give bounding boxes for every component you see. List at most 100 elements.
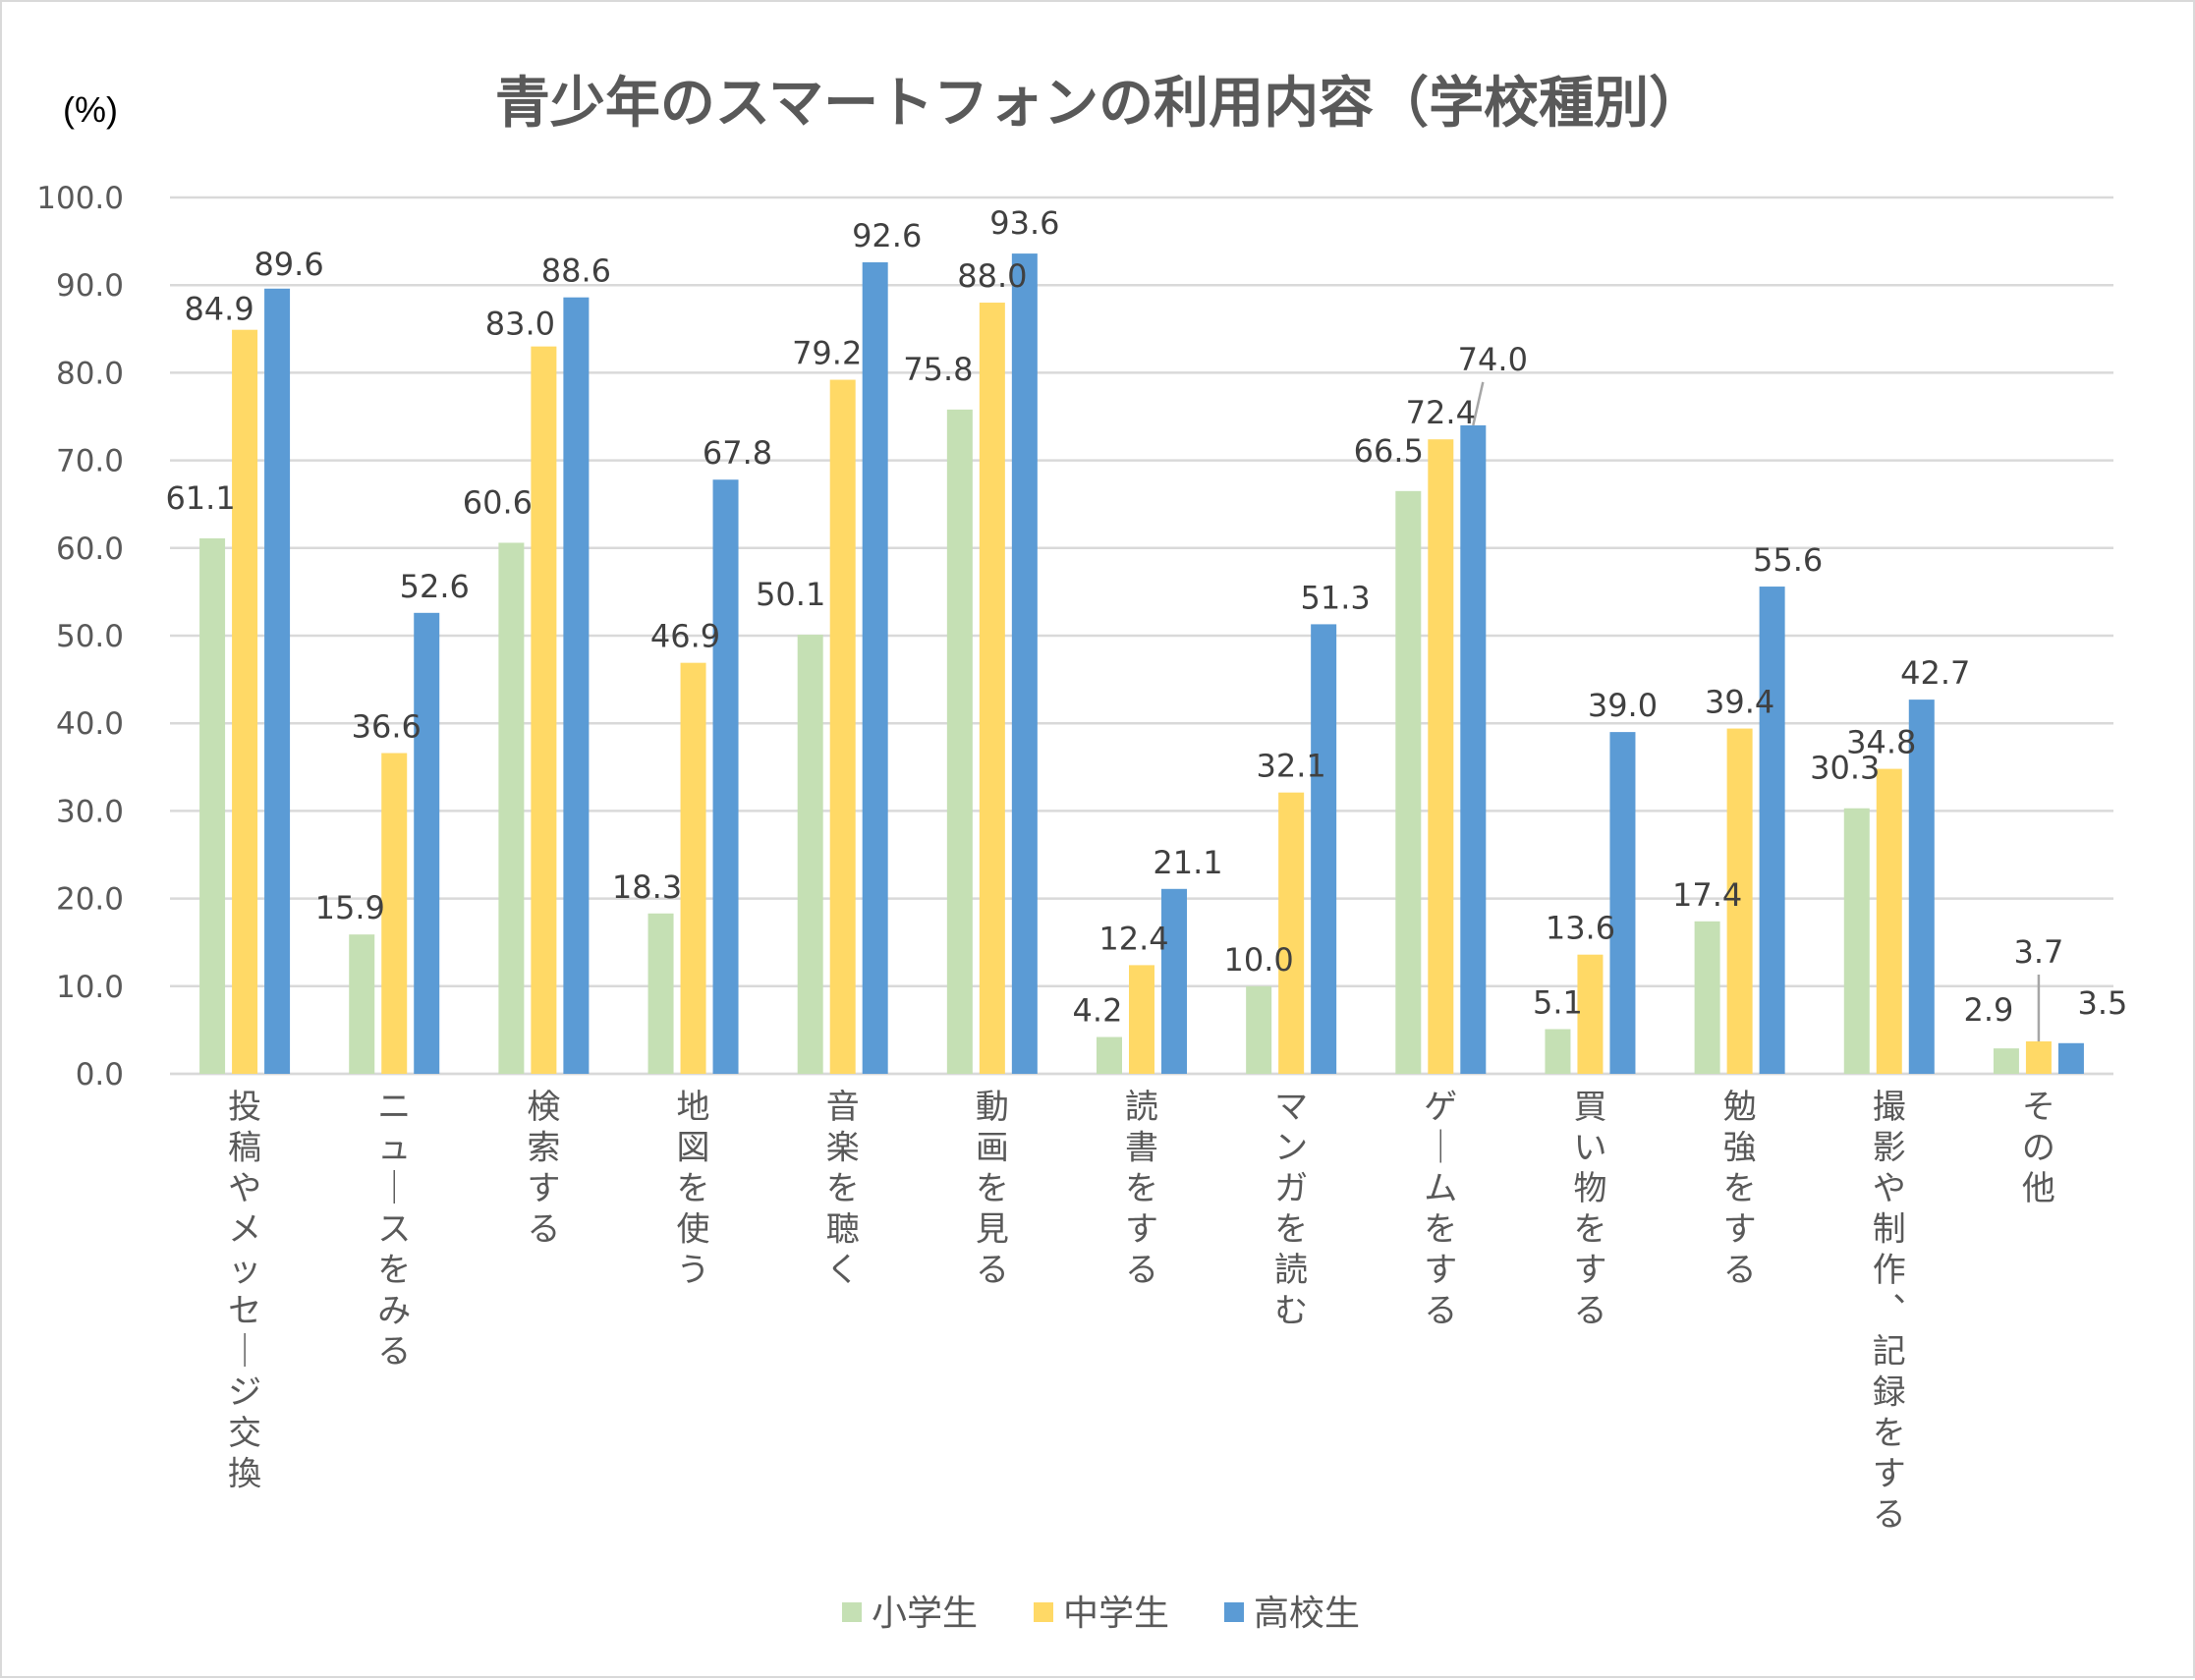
bar [1993, 1048, 2019, 1074]
y-axis-ticks: 0.0 10.0 20.0 30.0 40.0 50.0 60.0 70.0 80.0 90.0 1… [36, 181, 124, 1092]
chart-title: 青少年のスマートフォンの利用内容（学校種別） [495, 72, 1704, 136]
bar [232, 329, 258, 1074]
y-tick-label: 70.0 [56, 444, 124, 479]
data-label: 21.1 [1153, 844, 1222, 881]
bar [264, 288, 291, 1074]
data-label: 83.0 [485, 306, 555, 343]
data-label: 4.2 [1073, 992, 1123, 1030]
y-tick-label: 30.0 [56, 794, 124, 829]
data-label: 75.8 [903, 351, 973, 388]
bar [1011, 253, 1038, 1074]
data-label: 5.1 [1533, 984, 1583, 1022]
data-label: 15.9 [315, 889, 385, 926]
bar [979, 303, 1005, 1074]
category-label: 撮影や制作︑記録をする [1873, 1088, 1906, 1535]
y-tick-label: 90.0 [56, 268, 124, 304]
data-label: 89.6 [253, 246, 323, 283]
data-label: 3.5 [2077, 984, 2127, 1022]
data-label: 51.3 [1301, 579, 1371, 616]
bar [680, 662, 706, 1074]
bar [647, 913, 674, 1074]
leader-line [1472, 381, 1485, 426]
bar [414, 612, 440, 1074]
data-label: 88.0 [957, 257, 1027, 295]
data-label: 30.3 [1810, 750, 1880, 787]
legend-swatch [1224, 1602, 1244, 1622]
data-label: 88.6 [541, 252, 611, 290]
bar [1311, 624, 1337, 1074]
category-label: 買い物をする [1573, 1088, 1606, 1331]
data-label: 39.0 [1588, 687, 1658, 724]
data-label: 92.6 [852, 217, 922, 254]
y-tick-label: 60.0 [56, 532, 124, 567]
legend: 小学生 中学生 高校生 [842, 1594, 1360, 1634]
bar [1609, 732, 1636, 1074]
legend-label: 小学生 [872, 1594, 978, 1634]
data-label: 2.9 [1963, 991, 2013, 1029]
category-label: 音楽を聴く [826, 1088, 860, 1290]
category-label: 読書をする [1125, 1088, 1158, 1290]
data-label: 39.4 [1705, 684, 1774, 721]
bars [199, 253, 2084, 1074]
data-label: 36.6 [352, 708, 422, 746]
data-label: 50.1 [756, 576, 825, 613]
bar [1428, 439, 1454, 1074]
gridlines [170, 196, 2113, 1076]
data-label: 10.0 [1224, 941, 1294, 979]
leader-lines [1472, 381, 2041, 1041]
y-tick-label: 20.0 [56, 882, 124, 918]
y-tick-label: 100.0 [36, 181, 124, 216]
data-label: 61.1 [165, 479, 235, 517]
bar [946, 409, 973, 1074]
bar [1759, 587, 1785, 1074]
bar [712, 479, 739, 1074]
y-tick-label: 10.0 [56, 970, 124, 1005]
bar [1246, 985, 1272, 1074]
y-axis-unit-label: (%) [63, 89, 118, 130]
category-label: 動画を見る [976, 1088, 1009, 1290]
data-label: 79.2 [792, 335, 862, 372]
category-label: ニュ｜スをみる [377, 1088, 411, 1372]
legend-swatch [1034, 1602, 1053, 1622]
data-label: 34.8 [1846, 724, 1916, 761]
bar [1161, 888, 1187, 1074]
data-label: 67.8 [703, 434, 772, 472]
bar [563, 297, 590, 1074]
bar [199, 537, 226, 1074]
bar [498, 542, 525, 1074]
data-label: 42.7 [1900, 654, 1970, 692]
bar [1694, 921, 1720, 1074]
data-label: 17.4 [1672, 876, 1742, 914]
data-label: 3.7 [2013, 933, 2063, 971]
bar [349, 934, 375, 1074]
bar [1876, 768, 1902, 1074]
bar [1278, 792, 1305, 1074]
category-labels: 投稿やメッセ｜ジ交換 ニュ｜スをみる 検索する 地図を使う 音楽を聴く 動画を見る 読書をす… [228, 1088, 2055, 1535]
data-label: 46.9 [650, 618, 720, 655]
data-label: 74.0 [1458, 341, 1528, 378]
bar [381, 753, 408, 1074]
bar [1577, 954, 1604, 1074]
category-label: マンガを読む [1274, 1088, 1308, 1331]
bar [1460, 424, 1487, 1074]
y-tick-label: 40.0 [56, 706, 124, 742]
category-label: 検索する [527, 1088, 560, 1250]
bar [1545, 1029, 1571, 1074]
data-label: 55.6 [1753, 541, 1823, 579]
category-label: 地図を使う [677, 1088, 710, 1290]
data-label: 60.6 [463, 483, 533, 521]
legend-label: 高校生 [1254, 1594, 1360, 1634]
data-label: 66.5 [1354, 432, 1424, 470]
category-label: 投稿やメッセ｜ジ交換 [228, 1088, 261, 1494]
category-label: 勉強をする [1723, 1088, 1757, 1290]
bar [1129, 965, 1154, 1074]
data-labels: 61.1 84.989.6 15.9 36.6 52.6 60.6 83.0 88.6 18.3… [165, 204, 2127, 1029]
legend-swatch [842, 1602, 862, 1622]
y-tick-label: 50.0 [56, 619, 124, 654]
bar [1395, 490, 1422, 1074]
data-label: 52.6 [400, 568, 470, 605]
data-label: 84.9 [184, 291, 253, 328]
bar [2057, 1042, 2084, 1074]
